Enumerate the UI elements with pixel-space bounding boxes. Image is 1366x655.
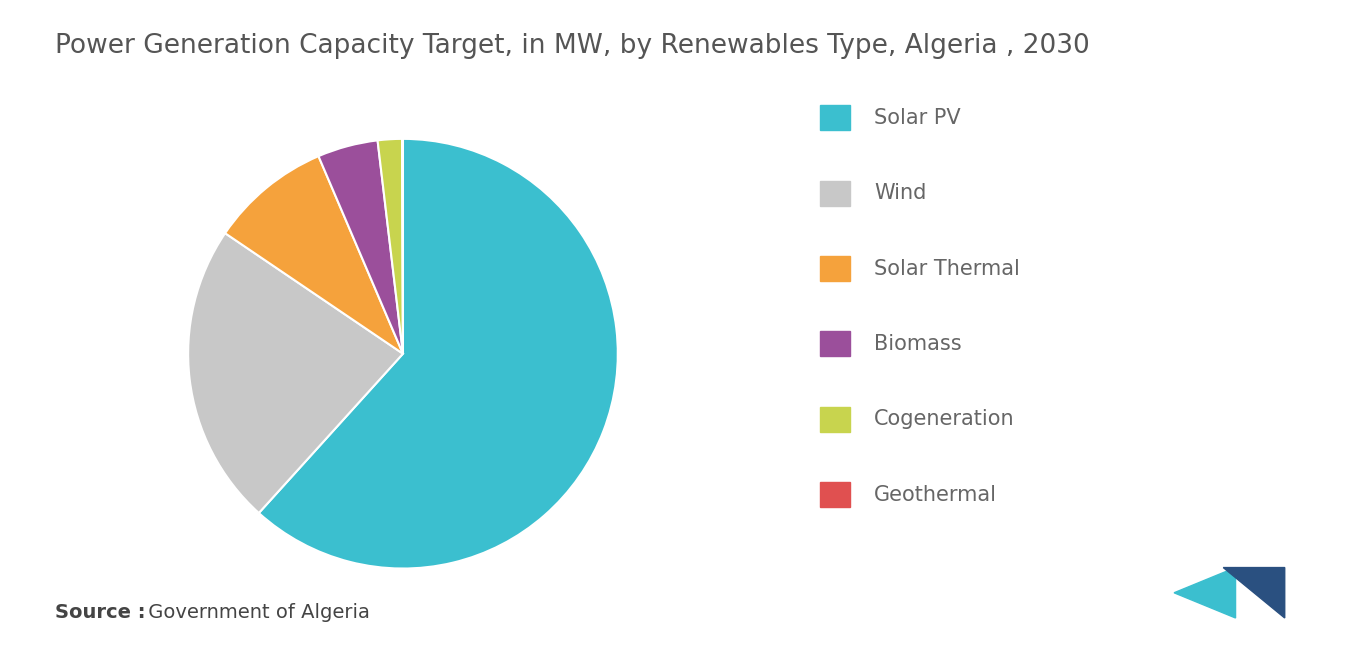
Text: Cogeneration: Cogeneration <box>874 409 1015 429</box>
Polygon shape <box>1175 567 1236 618</box>
Text: Biomass: Biomass <box>874 334 962 354</box>
Polygon shape <box>1224 567 1284 618</box>
Wedge shape <box>377 139 403 354</box>
Wedge shape <box>189 233 403 513</box>
Wedge shape <box>258 139 617 569</box>
Text: Power Generation Capacity Target, in MW, by Renewables Type, Algeria , 2030: Power Generation Capacity Target, in MW,… <box>55 33 1090 59</box>
Text: Wind: Wind <box>874 183 926 203</box>
Wedge shape <box>318 140 403 354</box>
Text: Solar PV: Solar PV <box>874 108 960 128</box>
Text: Geothermal: Geothermal <box>874 485 997 504</box>
Text: Solar Thermal: Solar Thermal <box>874 259 1020 278</box>
Text: Government of Algeria: Government of Algeria <box>142 603 370 622</box>
Wedge shape <box>225 156 403 354</box>
Text: Source :: Source : <box>55 603 145 622</box>
